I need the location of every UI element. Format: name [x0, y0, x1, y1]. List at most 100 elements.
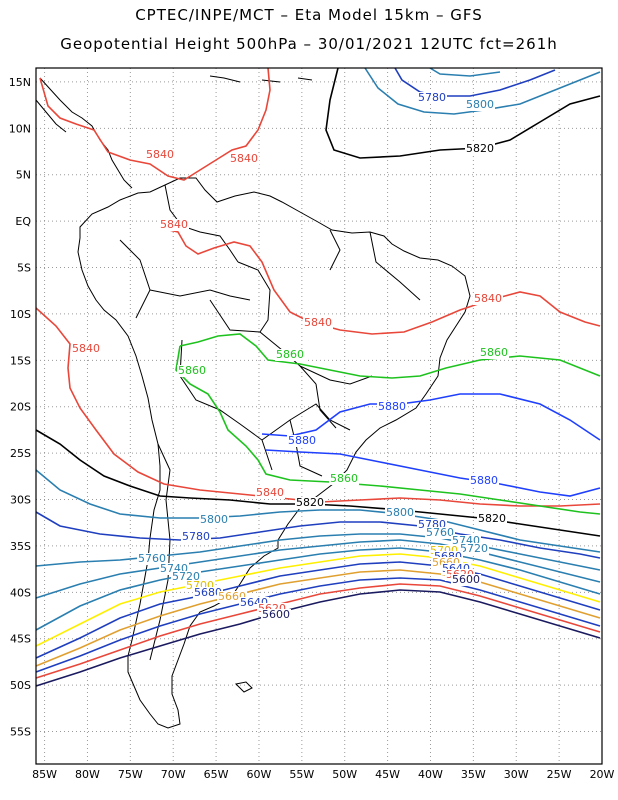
lat-lon-grid [36, 68, 603, 764]
lon-label: 75W [118, 768, 143, 781]
svg-text:5840: 5840 [72, 342, 100, 355]
svg-text:5600: 5600 [452, 573, 480, 586]
svg-text:5880: 5880 [378, 400, 406, 413]
svg-text:5820: 5820 [466, 142, 494, 155]
contour-5780-north [394, 67, 556, 97]
contour-5680-south [35, 561, 601, 659]
svg-text:5840: 5840 [304, 316, 332, 329]
contour-label-5820: 5820 [465, 142, 495, 155]
svg-text:5820: 5820 [478, 512, 506, 525]
contour-label-5840: 5840 [71, 342, 101, 355]
lat-label: 55S [10, 726, 31, 739]
lat-label: 15N [9, 76, 31, 89]
lon-label: 40W [418, 768, 443, 781]
contour-label-5860: 5860 [177, 364, 207, 377]
svg-text:5860: 5860 [480, 346, 508, 359]
svg-text:5800: 5800 [200, 513, 228, 526]
contour-label-5840: 5840 [145, 148, 175, 161]
svg-text:5760: 5760 [138, 552, 166, 565]
contour-label-5800: 5800 [465, 98, 495, 111]
contour-labels: 5820 5800 5780 5840 5840 5840 5840 5840 5840 5840… [71, 91, 509, 621]
lat-label: 5S [17, 262, 31, 275]
lon-label: 35W [461, 768, 486, 781]
svg-text:5760: 5760 [426, 526, 454, 539]
contour-label-5880: 5880 [287, 434, 317, 447]
map-frame [35, 67, 603, 765]
svg-text:5720: 5720 [460, 542, 488, 555]
contour-5860-a [179, 333, 601, 379]
lon-label: 55W [289, 768, 314, 781]
contour-label-5840: 5840 [303, 316, 333, 329]
contour-label-5680: 5680 [193, 586, 223, 599]
title-line-1: CPTEC/INPE/MCT – Eta Model 15km – GFS [135, 6, 483, 24]
contour-label-5820: 5820 [295, 496, 325, 509]
svg-text:5880: 5880 [288, 434, 316, 447]
contour-5780-south [35, 511, 601, 559]
contour-label-5820: 5820 [477, 512, 507, 525]
contour-label-5760: 5760 [137, 552, 167, 565]
lat-label: 50S [10, 679, 31, 692]
lat-label: 45S [10, 633, 31, 646]
svg-text:5840: 5840 [230, 152, 258, 165]
lat-label: 25S [10, 447, 31, 460]
lat-label: EQ [15, 215, 31, 228]
svg-text:5840: 5840 [474, 292, 502, 305]
lon-label: 60W [247, 768, 272, 781]
contour-label-5840: 5840 [255, 486, 285, 499]
svg-text:5680: 5680 [194, 586, 222, 599]
contour-5800-north [364, 67, 601, 115]
contour-5840-north-b [159, 227, 601, 335]
lon-label: 65W [204, 768, 229, 781]
svg-text:5860: 5860 [330, 472, 358, 485]
svg-text:5800: 5800 [386, 506, 414, 519]
lat-label: 40S [10, 586, 31, 599]
contour-5860-b [175, 345, 601, 515]
svg-text:5820: 5820 [296, 496, 324, 509]
contour-5640-south [35, 577, 601, 673]
contour-5660-south [35, 569, 601, 667]
svg-text:5860: 5860 [276, 348, 304, 361]
svg-text:5840: 5840 [146, 148, 174, 161]
contour-label-5880: 5880 [377, 400, 407, 413]
contour-label-5720: 5720 [459, 542, 489, 555]
lon-label: 30W [504, 768, 529, 781]
contour-5840-west [35, 307, 601, 507]
lon-label: 85W [32, 768, 57, 781]
contour-label-5760: 5760 [425, 526, 455, 539]
contour-5800-south [35, 469, 601, 553]
contour-5820-north [325, 67, 601, 159]
svg-text:5840: 5840 [256, 486, 284, 499]
lat-label: 35S [10, 540, 31, 553]
lat-label: 10S [10, 308, 31, 321]
lon-label: 25W [547, 768, 572, 781]
svg-text:5720: 5720 [172, 570, 200, 583]
contour-label-5840: 5840 [159, 218, 189, 231]
lon-label: 80W [75, 768, 100, 781]
svg-text:5880: 5880 [470, 474, 498, 487]
contour-label-5600: 5600 [451, 573, 481, 586]
contour-label-5780: 5780 [417, 91, 447, 104]
contour-5880-a [261, 393, 601, 441]
svg-text:5780: 5780 [182, 530, 210, 543]
lat-label: 20S [10, 401, 31, 414]
lat-label: 15S [10, 354, 31, 367]
contour-5700-south [35, 553, 601, 647]
lon-label: 20W [590, 768, 615, 781]
lat-label: 5N [16, 169, 31, 182]
lon-label: 70W [161, 768, 186, 781]
svg-text:5840: 5840 [160, 218, 188, 231]
contour-5600-south [35, 589, 601, 687]
contour-label-5880: 5880 [469, 474, 499, 487]
contour-label-5860: 5860 [329, 472, 359, 485]
contour-5620-south [35, 583, 601, 679]
latitude-labels: 15N 10N 5N EQ 5S 10S 15S 20S 25S 30S 35S 40S 45S 50S 5… [9, 76, 32, 739]
lat-label: 30S [10, 494, 31, 507]
contour-label-5840: 5840 [229, 152, 259, 165]
lat-label: 10N [9, 122, 31, 135]
contour-5740-south [35, 539, 601, 599]
svg-text:5800: 5800 [466, 98, 494, 111]
contour-label-5800: 5800 [385, 506, 415, 519]
lon-label: 50W [332, 768, 357, 781]
contour-label-5840: 5840 [473, 292, 503, 305]
